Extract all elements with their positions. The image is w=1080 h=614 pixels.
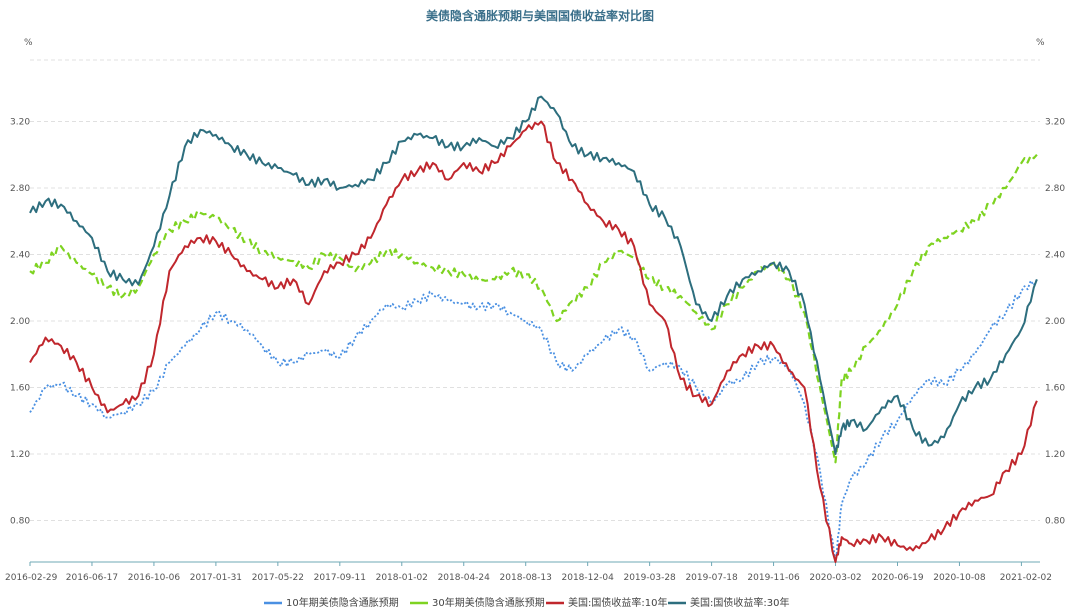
series-line xyxy=(29,95,1038,455)
y-tick-label-left: 1.20 xyxy=(10,450,30,460)
x-tick-label: 2019-07-18 xyxy=(685,573,738,583)
y-tick-label-left: 2.00 xyxy=(10,317,30,327)
y-tick-label-right: 2.80 xyxy=(1045,184,1065,194)
x-tick-label: 2021-02-02 xyxy=(1000,573,1052,583)
x-tick-label: 2018-01-02 xyxy=(376,573,428,583)
legend: 10年期美债隐含通胀预期 30年期美债隐含通胀预期 美国:国债收益率:10年 美国:国… xyxy=(264,596,789,609)
y-unit-right: % xyxy=(1036,38,1045,48)
y-axis-right: 0.80 1.20 1.60 2.00 2.40 2.80 3.20 xyxy=(1045,117,1065,526)
x-tick-label: 2019-03-28 xyxy=(623,573,676,583)
y-unit-left: % xyxy=(24,38,33,48)
y-tick-label-left: 1.60 xyxy=(10,383,30,393)
y-axis-left: 0.80 1.20 1.60 2.00 2.40 2.80 3.20 xyxy=(10,117,30,526)
y-tick-label-right: 1.60 xyxy=(1045,383,1065,393)
legend-label: 美国:国债收益率:30年 xyxy=(690,596,789,609)
x-tick-label: 2017-09-11 xyxy=(314,573,366,583)
x-tick-label: 2017-05-22 xyxy=(252,573,304,583)
x-axis: 2016-02-29 2016-06-17 2016-10-06 2017-01-31… xyxy=(5,561,1052,583)
x-tick-label: 2020-10-08 xyxy=(933,573,986,583)
x-tick-label: 2018-12-04 xyxy=(562,573,615,583)
y-tick-label-left: 2.80 xyxy=(10,184,30,194)
y-tick-label-right: 2.40 xyxy=(1045,250,1065,260)
x-tick-label: 2020-03-02 xyxy=(809,573,861,583)
series-line xyxy=(29,120,1038,563)
y-tick-label-right: 2.00 xyxy=(1045,317,1065,327)
grid-layer xyxy=(30,59,1040,521)
legend-label: 10年期美债隐含通胀预期 xyxy=(286,596,399,609)
y-tick-label-right: 3.20 xyxy=(1045,117,1065,127)
y-tick-label-left: 0.80 xyxy=(10,516,30,526)
series-layer xyxy=(29,95,1038,563)
x-tick-label: 2016-02-29 xyxy=(5,573,58,583)
y-tick-label-right: 1.20 xyxy=(1045,450,1065,460)
x-tick-label: 2017-01-31 xyxy=(190,573,242,583)
x-tick-label: 2018-08-13 xyxy=(500,573,552,583)
x-tick-label: 2016-10-06 xyxy=(128,573,181,583)
x-tick-label: 2020-06-19 xyxy=(871,573,924,583)
series-line xyxy=(29,153,1038,464)
legend-label: 美国:国债收益率:10年 xyxy=(568,596,667,609)
x-tick-label: 2018-04-24 xyxy=(438,573,491,583)
series-line xyxy=(29,278,1038,563)
y-tick-label-left: 3.20 xyxy=(10,117,30,127)
y-tick-label-right: 0.80 xyxy=(1045,516,1065,526)
x-tick-label: 2016-06-17 xyxy=(66,573,118,583)
y-tick-label-left: 2.40 xyxy=(10,250,30,260)
legend-label: 30年期美债隐含通胀预期 xyxy=(432,596,545,609)
chart-title: 美债隐含通胀预期与美国国债收益率对比图 xyxy=(426,8,654,23)
x-tick-label: 2019-11-06 xyxy=(747,573,800,583)
